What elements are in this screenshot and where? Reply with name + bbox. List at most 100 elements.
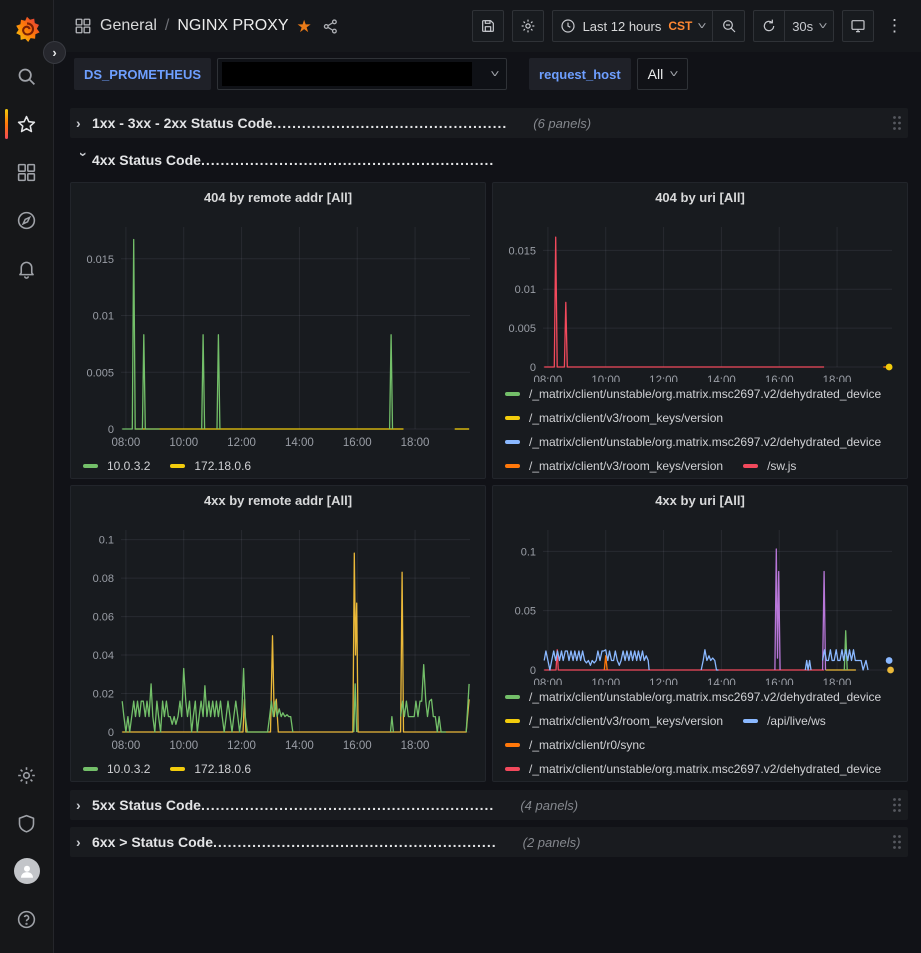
svg-text:12:00: 12:00 [227, 437, 256, 449]
star-icon [17, 115, 36, 132]
variable-label-ds-prometheus[interactable]: DS_PROMETHEUS [74, 58, 212, 90]
legend-swatch [743, 464, 759, 468]
refresh-interval-label: 30s [792, 18, 814, 34]
share-icon[interactable] [322, 18, 339, 35]
chevron-down-icon: ˅ [669, 68, 679, 80]
row-4xx[interactable]: › 4xx Status Code ......................… [70, 145, 908, 175]
more-options-button[interactable]: ⋮ [882, 16, 907, 36]
save-dashboard-button[interactable] [471, 10, 504, 42]
legend-label: /_matrix/client/v3/room_keys/version [529, 459, 724, 473]
row-title: 6xx > Status Code [92, 834, 213, 850]
time-series-chart[interactable]: 0 0.005 0.01 0.015 08:00 10:00 12:00 14:00 16:00… [79, 213, 477, 453]
legend-item[interactable]: 10.0.3.2 [83, 454, 150, 478]
svg-text:08:00: 08:00 [534, 375, 563, 382]
tv-mode-button[interactable] [842, 10, 874, 42]
legend-item[interactable]: /_matrix/client/v3/room_keys/version [505, 406, 723, 430]
legend-swatch [83, 767, 98, 771]
row-title-leader-dots: ........................................… [213, 834, 497, 850]
row-drag-handle[interactable] [892, 115, 902, 131]
zoom-out-time-button[interactable] [713, 10, 746, 42]
legend-label: /_matrix/client/unstable/org.matrix.msc2… [529, 690, 882, 704]
legend-label: /_matrix/client/r0/sync [529, 738, 646, 752]
legend-item[interactable]: /_matrix/client/r0/sync [505, 733, 645, 757]
panel-body: 0 0.05 0.1 08:00 10:00 12:00 14:00 16:00 18:00 [493, 516, 907, 685]
time-series-chart[interactable]: 0 0.005 0.01 0.015 08:00 10:00 12:00 14:00 16:00… [501, 213, 899, 382]
row-5xx[interactable]: › 5xx Status Code ......................… [70, 790, 908, 820]
breadcrumb-folder[interactable]: General [100, 17, 157, 34]
search-icon [18, 68, 35, 85]
svg-text:0.06: 0.06 [93, 612, 114, 624]
sidebar-item-starred[interactable] [0, 100, 54, 148]
sidebar-item-profile[interactable] [0, 847, 54, 895]
refresh-interval-picker[interactable]: 30s ˅ [785, 10, 834, 42]
svg-text:0.05: 0.05 [515, 606, 536, 618]
row-1xx-3xx-2xx[interactable]: › 1xx - 3xx - 2xx Status Code ..........… [70, 108, 908, 138]
row-drag-handle[interactable] [892, 834, 902, 850]
panel-body: 0 0.02 0.04 0.06 0.08 0.1 08:00 10:00 12:00 14:00… [71, 516, 485, 757]
variable-label-request-host[interactable]: request_host [529, 58, 631, 90]
breadcrumb: General / NGINX PROXY ★ [74, 17, 339, 35]
sidebar-item-dashboards[interactable] [0, 148, 54, 196]
legend-swatch [505, 719, 520, 723]
legend-item[interactable]: /_matrix/client/unstable/org.matrix.msc2… [505, 430, 881, 454]
chevron-down-icon: ˅ [697, 20, 707, 32]
time-series-chart[interactable]: 0 0.02 0.04 0.06 0.08 0.1 08:00 10:00 12:00 14:00… [79, 516, 477, 756]
legend-item[interactable]: 172.18.0.6 [170, 454, 251, 478]
legend-item[interactable]: /_matrix/client/v3/room_keys/version [505, 454, 723, 478]
dashboard-settings-button[interactable] [511, 10, 544, 42]
sidebar-item-search[interactable] [0, 52, 54, 100]
row-6xx[interactable]: › 6xx > Status Code ....................… [70, 827, 908, 857]
svg-text:0: 0 [108, 424, 114, 436]
sidebar-item-settings[interactable] [0, 751, 54, 799]
row-panel-count: (6 panels) [533, 115, 592, 131]
panel-title[interactable]: 4xx by uri [All] [655, 493, 745, 508]
time-series-chart[interactable]: 0 0.05 0.1 08:00 10:00 12:00 14:00 16:00 18:00 [501, 516, 899, 685]
refresh-button[interactable] [753, 10, 786, 42]
svg-text:18:00: 18:00 [823, 375, 852, 382]
row-title-leader-dots: ........................................… [200, 152, 495, 168]
dashboard-topbar: General / NGINX PROXY ★ Last 12 hours CS… [54, 0, 921, 52]
legend-swatch [505, 743, 520, 747]
row-drag-handle[interactable] [892, 797, 902, 813]
sidebar-item-help[interactable] [0, 895, 54, 943]
legend-label: 10.0.3.2 [107, 459, 151, 473]
variables-submenu: DS_PROMETHEUS ˅ request_host All ˅ [54, 52, 921, 98]
unstar-dashboard-button[interactable]: ★ [296, 16, 312, 36]
legend-item[interactable]: /sw.js [743, 454, 796, 478]
legend-swatch [83, 464, 98, 468]
svg-text:14:00: 14:00 [707, 375, 736, 382]
sidebar-item-explore[interactable] [0, 196, 54, 244]
person-icon [20, 865, 33, 878]
sidebar-item-alerting[interactable] [0, 244, 54, 292]
legend-item[interactable]: /api/live/ws [743, 709, 826, 733]
panel-404-by-remote-addr-all-: 404 by remote addr [All] 0 0.005 0.01 0.015 0… [70, 182, 486, 479]
svg-text:08:00: 08:00 [112, 740, 141, 752]
legend-label: /api/live/ws [767, 714, 826, 728]
panel-title[interactable]: 404 by remote addr [All] [203, 190, 353, 205]
legend-label: /sw.js [767, 459, 797, 473]
grafana-logo[interactable] [0, 8, 54, 52]
dashboards-grid-icon [17, 163, 36, 181]
svg-text:10:00: 10:00 [591, 375, 620, 382]
svg-text:16:00: 16:00 [765, 678, 794, 685]
page-title[interactable]: NGINX PROXY [177, 17, 289, 34]
legend-item[interactable]: /_matrix/client/v3/room_keys/version [505, 709, 723, 733]
legend-item[interactable]: 10.0.3.2 [83, 757, 150, 781]
panel-title[interactable]: 4xx by remote addr [All] [203, 493, 353, 508]
timezone-badge: CST [668, 19, 693, 33]
legend-item[interactable]: /_matrix/client/unstable/org.matrix.msc2… [505, 685, 881, 709]
svg-text:08:00: 08:00 [112, 437, 141, 449]
sidebar-expand-button[interactable]: › [43, 41, 66, 64]
sidebar-item-server-admin[interactable] [0, 799, 54, 847]
svg-text:18:00: 18:00 [823, 678, 852, 685]
svg-text:16:00: 16:00 [343, 740, 372, 752]
panel-body: 0 0.005 0.01 0.015 08:00 10:00 12:00 14:00 16:00… [493, 213, 907, 382]
variable-value-request-host[interactable]: All ˅ [636, 58, 689, 90]
legend-item[interactable]: /_matrix/client/unstable/org.matrix.msc2… [505, 757, 881, 781]
time-range-picker[interactable]: Last 12 hours CST ˅ [551, 10, 714, 42]
panel-title[interactable]: 404 by uri [All] [655, 190, 745, 205]
legend-item[interactable]: /_matrix/client/unstable/org.matrix.msc2… [505, 382, 881, 406]
variable-value-ds-prometheus[interactable]: ˅ [217, 58, 508, 90]
legend-item[interactable]: 172.18.0.6 [170, 757, 251, 781]
redacted-value [222, 62, 473, 86]
